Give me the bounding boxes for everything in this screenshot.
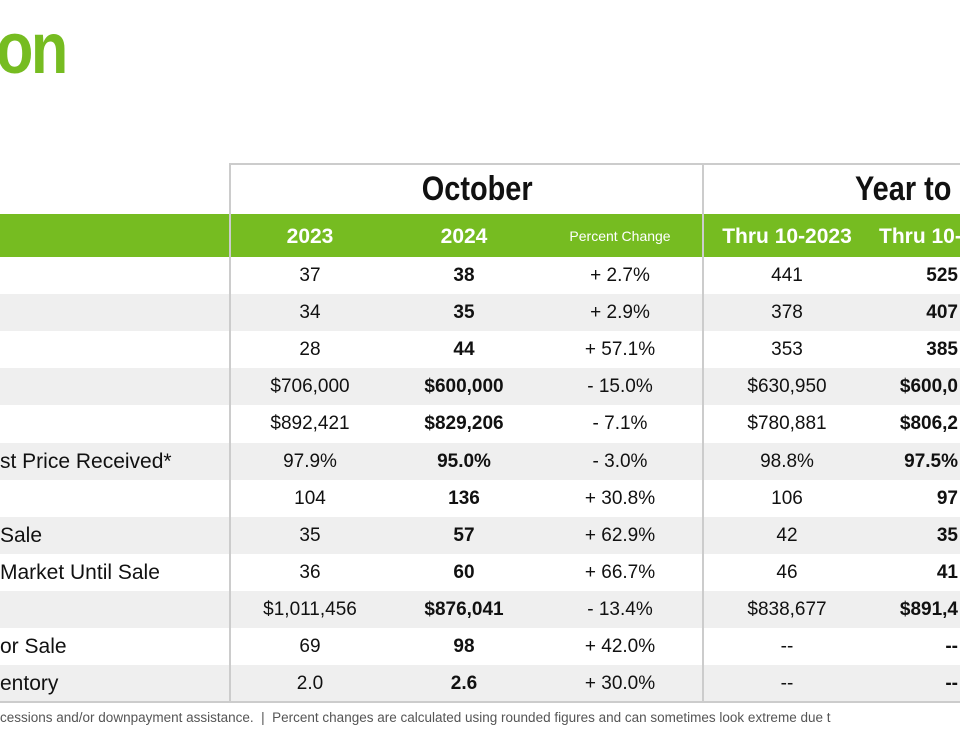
- title: on: [0, 9, 68, 89]
- row-bg: [0, 294, 960, 332]
- cell: $600,000: [424, 376, 504, 398]
- cell: $891,4: [899, 598, 958, 620]
- cell: $829,206: [424, 413, 504, 435]
- cell: 97: [936, 487, 958, 509]
- cell: $600,0: [899, 376, 958, 398]
- cell: + 62.9%: [584, 524, 656, 546]
- column-header: Thru 10-2023: [722, 225, 852, 248]
- cell: 35: [453, 302, 475, 324]
- cell: + 42.0%: [584, 636, 656, 657]
- cell: - 15.0%: [587, 376, 653, 398]
- cell: 38: [453, 265, 475, 286]
- cell: 95.0%: [437, 450, 491, 472]
- cell: $838,677: [747, 598, 827, 620]
- group-header: Year to: [855, 170, 952, 208]
- cell: 97.5%: [904, 450, 958, 472]
- row-bg: [0, 665, 960, 703]
- cell: 44: [453, 339, 475, 361]
- cell: $876,041: [424, 598, 504, 620]
- cell: 46: [776, 561, 798, 583]
- column-header: Thru 10-: [879, 225, 960, 248]
- cell: 42: [776, 524, 798, 546]
- cell: 69: [299, 636, 321, 657]
- cell: 136: [448, 487, 480, 509]
- row-bg: [0, 368, 960, 406]
- cell: --: [780, 636, 794, 657]
- table-border: [230, 163, 960, 165]
- cell: 407: [926, 302, 958, 324]
- column-header: Percent Change: [569, 228, 671, 244]
- cell: 353: [771, 339, 803, 361]
- cell: 2.6: [450, 673, 478, 695]
- cell: 441: [771, 265, 803, 286]
- cell: 41: [936, 561, 958, 583]
- column-header: 2024: [440, 225, 488, 248]
- cell: --: [780, 673, 794, 695]
- cell: 104: [294, 487, 326, 509]
- divider: [229, 163, 231, 703]
- row-bg: [0, 442, 960, 480]
- cell: + 2.7%: [590, 265, 650, 286]
- cell: + 30.8%: [584, 487, 656, 509]
- cell: 36: [299, 561, 321, 583]
- header-bar: [0, 214, 960, 257]
- row-label: Market Until Sale: [0, 560, 160, 584]
- cell: 378: [771, 302, 803, 324]
- cell: 98: [453, 636, 475, 657]
- cell: 37: [299, 265, 321, 286]
- cell: 28: [299, 339, 321, 361]
- cell: $780,881: [747, 413, 827, 435]
- cell: + 57.1%: [584, 339, 656, 361]
- cell: 525: [926, 265, 958, 286]
- cell: 98.8%: [760, 450, 814, 472]
- cell: + 30.0%: [584, 673, 656, 695]
- table-border: [0, 701, 960, 703]
- cell: $892,421: [270, 413, 350, 435]
- cell: 34: [299, 302, 321, 324]
- row-label: st Price Received*: [0, 449, 172, 473]
- cell: $806,2: [899, 413, 958, 435]
- cell: - 13.4%: [587, 598, 653, 620]
- row-label: or Sale: [0, 635, 67, 658]
- cell: 2.0: [296, 673, 324, 695]
- footnote: cessions and/or downpayment assistance. …: [0, 710, 831, 725]
- cell: - 3.0%: [592, 450, 648, 472]
- cell: $706,000: [270, 376, 350, 398]
- cell: 385: [926, 339, 958, 361]
- cell: --: [945, 636, 958, 657]
- cell: 97.9%: [283, 450, 337, 472]
- cell: $630,950: [747, 376, 827, 398]
- cell: 106: [771, 487, 803, 509]
- group-header: October: [421, 170, 533, 208]
- cell: 57: [453, 524, 475, 546]
- cell: - 7.1%: [592, 413, 648, 435]
- cell: 35: [299, 524, 321, 546]
- row-label: Sale: [0, 523, 43, 547]
- row-label: entory: [0, 672, 59, 696]
- cell: --: [945, 673, 958, 695]
- row-bg: [0, 590, 960, 628]
- cell: 60: [453, 561, 475, 583]
- row-bg: [0, 516, 960, 554]
- divider: [702, 163, 704, 703]
- cell: $1,011,456: [263, 598, 357, 620]
- cell: 35: [936, 524, 958, 546]
- cell: + 66.7%: [584, 561, 656, 583]
- cell: + 2.9%: [590, 302, 650, 324]
- column-header: 2023: [286, 225, 334, 248]
